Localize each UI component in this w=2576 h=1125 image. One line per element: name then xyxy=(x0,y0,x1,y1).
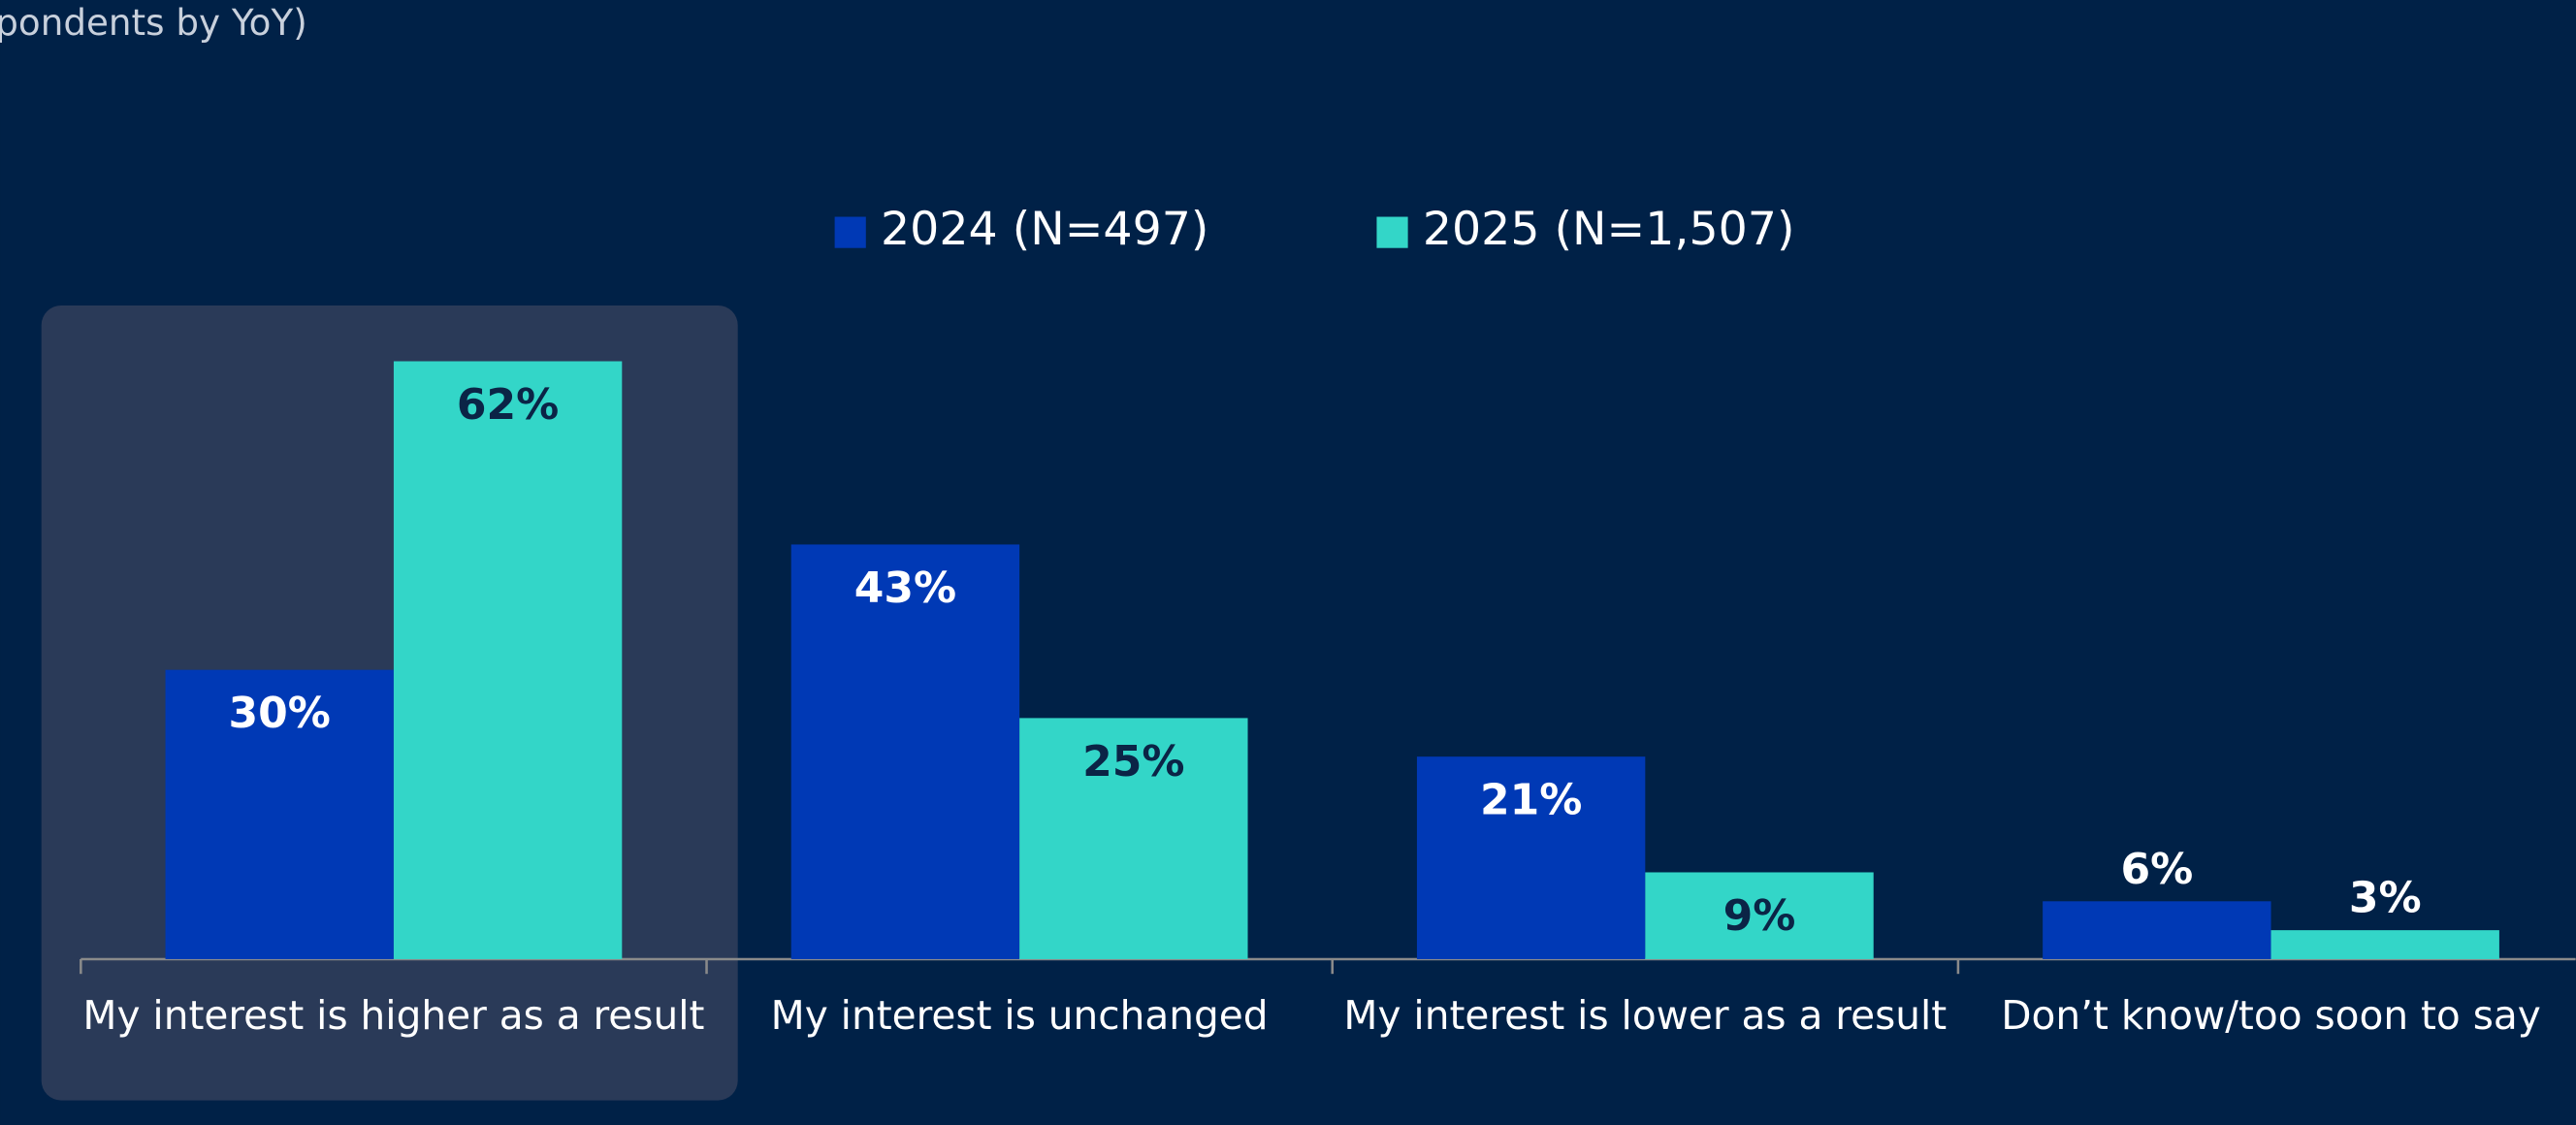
value-label: 62% xyxy=(457,380,559,430)
bar xyxy=(1019,718,1248,959)
legend-swatch xyxy=(1376,216,1408,248)
bar xyxy=(2270,930,2499,959)
bar xyxy=(790,544,1020,959)
legend-label: 2025 (N=1,507) xyxy=(1423,203,1795,256)
value-label: 9% xyxy=(1723,891,1796,941)
bar xyxy=(393,361,623,959)
bar xyxy=(1645,872,1874,959)
value-label: 43% xyxy=(854,563,956,613)
value-label: 6% xyxy=(2120,845,2193,894)
value-label: 3% xyxy=(2349,874,2422,923)
value-label: 25% xyxy=(1082,737,1184,787)
value-label: 21% xyxy=(1480,776,1582,825)
x-tick-label: My interest is lower as a result xyxy=(1343,992,1947,1039)
chart-subtitle: pondents by YoY) xyxy=(0,1,307,44)
bar xyxy=(165,669,394,959)
value-label: 30% xyxy=(229,689,331,738)
bar xyxy=(1416,756,1646,959)
x-tick-label: Don’t know/too soon to say xyxy=(2001,992,2541,1039)
legend-swatch xyxy=(834,216,866,248)
legend-label: 2024 (N=497) xyxy=(881,203,1208,256)
x-tick-label: My interest is higher as a result xyxy=(82,992,704,1039)
bar xyxy=(2043,901,2271,959)
x-tick-label: My interest is unchanged xyxy=(771,992,1269,1039)
